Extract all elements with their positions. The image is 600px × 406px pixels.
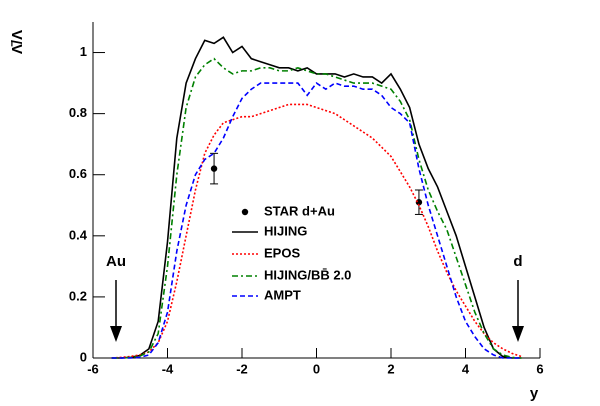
y-tick-label: 0 [80, 349, 87, 364]
x-tick-label: 0 [313, 361, 320, 376]
line-series [111, 103, 522, 359]
y-tick-label: 0.6 [69, 166, 87, 181]
legend-label: HIJING/BB̄ 2.0 [264, 267, 351, 282]
data-point [210, 165, 218, 172]
x-tick-label: -2 [236, 361, 248, 376]
legend-label: EPOS [264, 245, 300, 260]
y-tick-label: 0.4 [69, 227, 88, 242]
x-tick-label: 6 [536, 361, 543, 376]
x-tick-label: -6 [87, 361, 99, 376]
y-axis-label: Λ̄/Λ [9, 30, 26, 54]
arrow-head [110, 326, 122, 342]
arrow-head [512, 326, 524, 342]
line-series [111, 36, 522, 359]
y-tick-label: 0.8 [69, 105, 87, 120]
legend-marker [241, 208, 249, 216]
x-tick-label: -4 [162, 361, 174, 376]
annotation: d [513, 253, 522, 270]
legend-label: HIJING [264, 223, 307, 238]
y-tick-label: 0.2 [69, 288, 87, 303]
legend-label: STAR d+Au [264, 203, 335, 218]
x-axis-label: y [530, 385, 539, 402]
legend-label: AMPT [264, 287, 301, 302]
annotation: Au [106, 253, 126, 270]
line-series [111, 82, 522, 359]
y-tick-label: 1 [80, 44, 87, 59]
x-tick-label: 4 [462, 361, 470, 376]
x-tick-label: 2 [387, 361, 394, 376]
line-series [111, 57, 522, 359]
